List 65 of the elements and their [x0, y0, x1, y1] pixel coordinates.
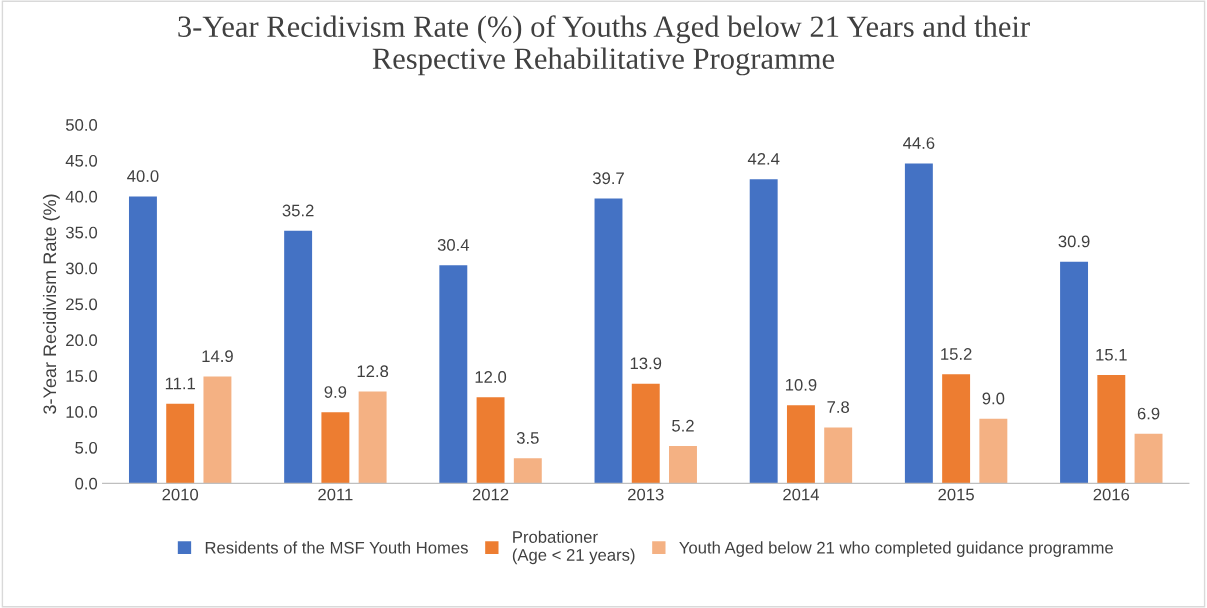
- data-label: 5.2: [672, 419, 694, 432]
- x-tick-label: 2010: [162, 488, 199, 501]
- bar: [1060, 261, 1089, 484]
- bar: [513, 458, 542, 484]
- y-tick-label: 30.0: [65, 262, 98, 275]
- data-label: 9.9: [324, 386, 347, 398]
- bar: [358, 391, 387, 484]
- data-label: 12.0: [475, 371, 507, 383]
- data-label: 9.0: [982, 392, 1005, 405]
- bar: [669, 446, 697, 484]
- bar: [284, 230, 313, 484]
- data-label: 39.7: [592, 172, 624, 185]
- bar: [749, 179, 778, 484]
- data-label: 11.1: [165, 377, 195, 390]
- bar: [439, 265, 468, 484]
- y-tick-label: 25.0: [66, 298, 98, 311]
- y-tick-label: 45.0: [65, 154, 98, 167]
- data-label: 13.9: [630, 357, 662, 370]
- bar: [631, 383, 660, 484]
- x-tick-label: 2013: [628, 488, 664, 501]
- legend-label: Probationer (Age < 21 years): [512, 530, 635, 565]
- x-tick-label: 2012: [472, 488, 509, 501]
- data-label: 30.9: [1058, 235, 1090, 248]
- y-tick-label: 5.0: [75, 441, 98, 454]
- bar: [979, 418, 1008, 484]
- y-tick-label: 15.0: [66, 370, 98, 382]
- legend-label: Residents of the MSF Youth Homes: [205, 541, 468, 554]
- data-label: 44.6: [903, 137, 935, 149]
- bar: [594, 198, 623, 484]
- data-label: 35.2: [282, 204, 314, 217]
- y-tick-label: 0.0: [75, 477, 98, 490]
- x-tick-label: 2011: [318, 488, 353, 501]
- data-label: 30.4: [437, 239, 470, 251]
- y-tick-label: 40.0: [65, 190, 98, 203]
- bar: [1097, 375, 1126, 484]
- bar: [476, 397, 505, 484]
- data-label: 15.1: [1096, 348, 1127, 361]
- data-label: 3.5: [516, 432, 539, 444]
- y-tick-label: 10.0: [66, 406, 98, 418]
- chart-title: 3-Year Recidivism Rate (%) of Youths Aged below 21 Years and their Respective Rehabilitative Programme: [178, 15, 1030, 76]
- x-tick-label: 2016: [1093, 488, 1130, 501]
- bar: [904, 163, 933, 484]
- data-label: 15.2: [941, 348, 972, 360]
- y-tick-label: 20.0: [66, 334, 98, 347]
- bar: [942, 374, 971, 484]
- bar: [786, 405, 815, 484]
- data-label: 14.9: [202, 350, 233, 363]
- legend-label: Youth Aged below 21 who completed guidance programme: [679, 541, 1113, 557]
- y-axis-title: 3-Year Recidivism Rate (%): [42, 194, 60, 414]
- bar: [1134, 433, 1163, 484]
- data-label: 10.9: [785, 378, 817, 391]
- x-tick-label: 2015: [938, 488, 974, 501]
- data-label: 6.9: [1137, 407, 1160, 420]
- y-tick-label: 35.0: [65, 226, 98, 239]
- bar: [321, 412, 350, 484]
- bar: [128, 196, 157, 484]
- bar: [824, 427, 853, 484]
- data-label: 12.8: [357, 365, 389, 378]
- data-label: 7.8: [827, 401, 850, 413]
- data-label: 40.0: [127, 170, 159, 182]
- bar: [203, 376, 232, 484]
- x-tick-label: 2014: [783, 488, 819, 501]
- bar: [166, 403, 195, 484]
- data-label: 42.4: [747, 152, 780, 165]
- y-tick-label: 50.0: [65, 119, 98, 131]
